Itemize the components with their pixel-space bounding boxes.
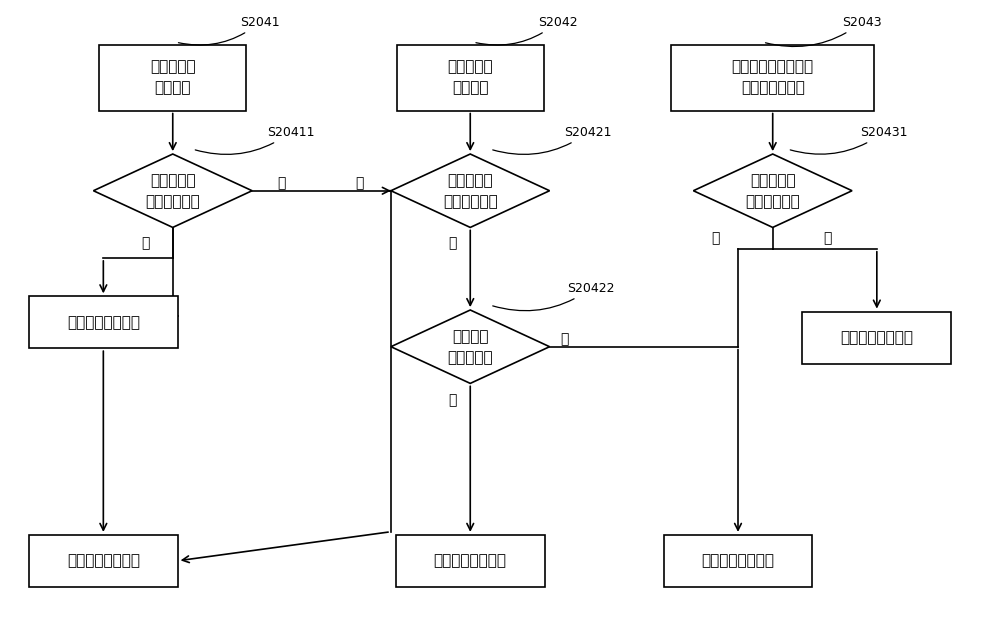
Text: 否: 否 — [448, 394, 457, 407]
Text: S20422: S20422 — [493, 281, 615, 311]
Text: 否: 否 — [278, 176, 286, 190]
Text: S20411: S20411 — [195, 126, 314, 154]
Text: 电量不足或
处于省电模式: 电量不足或 处于省电模式 — [443, 173, 498, 209]
Text: 播放场景为为铃声、
系统提示音音源: 播放场景为为铃声、 系统提示音音源 — [732, 60, 814, 95]
FancyBboxPatch shape — [396, 535, 545, 587]
FancyBboxPatch shape — [29, 296, 178, 348]
Text: S20431: S20431 — [790, 126, 907, 154]
Text: S2041: S2041 — [178, 16, 280, 45]
Text: 电量不足或
处于省电模式: 电量不足或 处于省电模式 — [145, 173, 200, 209]
Text: 第一功放性能等级: 第一功放性能等级 — [434, 553, 507, 569]
Text: 是: 是 — [355, 176, 363, 190]
Polygon shape — [693, 154, 852, 228]
Text: 是: 是 — [141, 236, 149, 250]
Text: 是: 是 — [560, 332, 569, 347]
Text: 是: 是 — [711, 231, 719, 245]
FancyBboxPatch shape — [397, 45, 544, 110]
Text: 播放场景为
音乐音源: 播放场景为 音乐音源 — [447, 60, 493, 95]
Polygon shape — [391, 154, 550, 228]
FancyBboxPatch shape — [29, 535, 178, 587]
Text: 否: 否 — [448, 236, 457, 250]
Text: 否: 否 — [823, 231, 831, 245]
FancyBboxPatch shape — [664, 535, 812, 587]
FancyBboxPatch shape — [671, 45, 874, 110]
FancyBboxPatch shape — [802, 311, 951, 363]
Text: 第三功放性能等级: 第三功放性能等级 — [702, 553, 774, 569]
Text: 第三功放性能等级: 第三功放性能等级 — [67, 315, 140, 330]
Polygon shape — [391, 310, 550, 383]
Text: 第二功放性能等级: 第二功放性能等级 — [67, 553, 140, 569]
Polygon shape — [93, 154, 252, 228]
Text: S2043: S2043 — [765, 16, 882, 46]
Text: S20421: S20421 — [493, 126, 612, 154]
Text: 电量不足或
处于省电模式: 电量不足或 处于省电模式 — [745, 173, 800, 209]
Text: 第二功放性能等级: 第二功放性能等级 — [840, 330, 913, 345]
Text: S2042: S2042 — [476, 16, 577, 45]
FancyBboxPatch shape — [99, 45, 246, 110]
Text: 播放场景为
语音音源: 播放场景为 语音音源 — [150, 60, 196, 95]
Text: 处于音乐
切换的间隙: 处于音乐 切换的间隙 — [447, 329, 493, 365]
